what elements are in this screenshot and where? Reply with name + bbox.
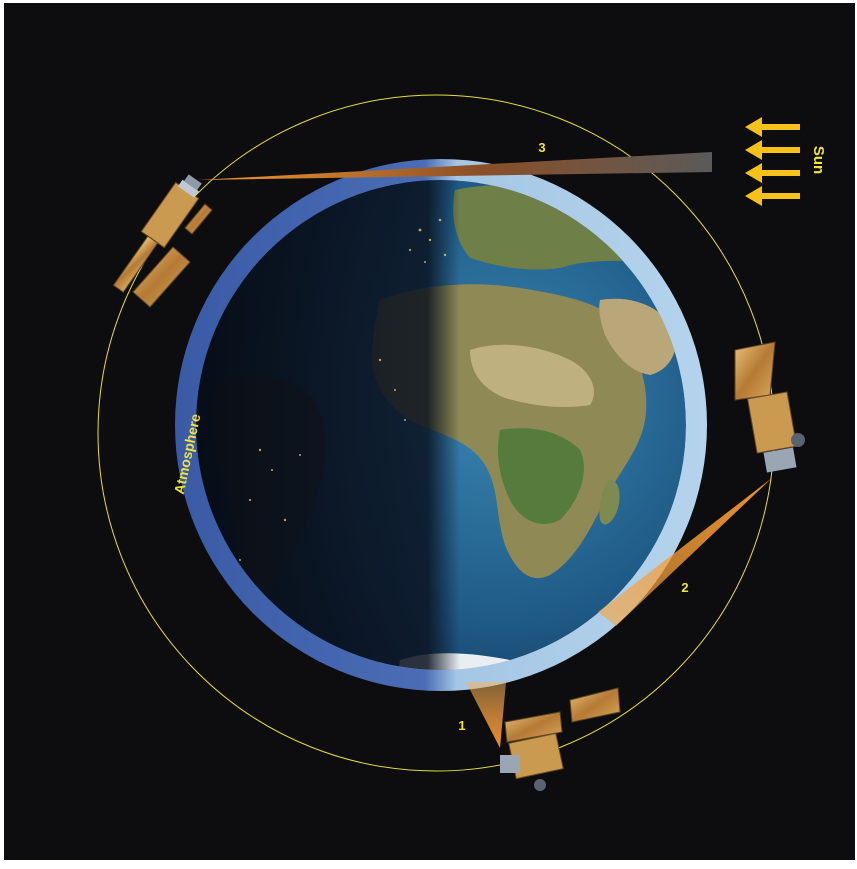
satellite-3-icon: [112, 174, 202, 293]
sun-arrow-icon: [745, 117, 800, 137]
sun-arrows: [745, 117, 800, 206]
occultation-beam-3: [198, 152, 712, 180]
earth: [196, 180, 686, 670]
sun-arrow-icon: [745, 140, 800, 160]
sun-arrow-icon: [745, 186, 800, 206]
view-2-label: 2: [681, 580, 688, 595]
satellite-1-icon: [500, 687, 621, 791]
satellite-2-icon: [734, 341, 805, 473]
occultation-beam-1: [466, 682, 506, 748]
occultation-beam-2: [598, 478, 772, 626]
satellite-3-panel: [132, 203, 213, 308]
sun-arrow-icon: [745, 163, 800, 183]
view-3-label: 3: [538, 140, 545, 155]
view-1-label: 1: [458, 718, 465, 733]
sun-label: Sun: [810, 146, 827, 174]
